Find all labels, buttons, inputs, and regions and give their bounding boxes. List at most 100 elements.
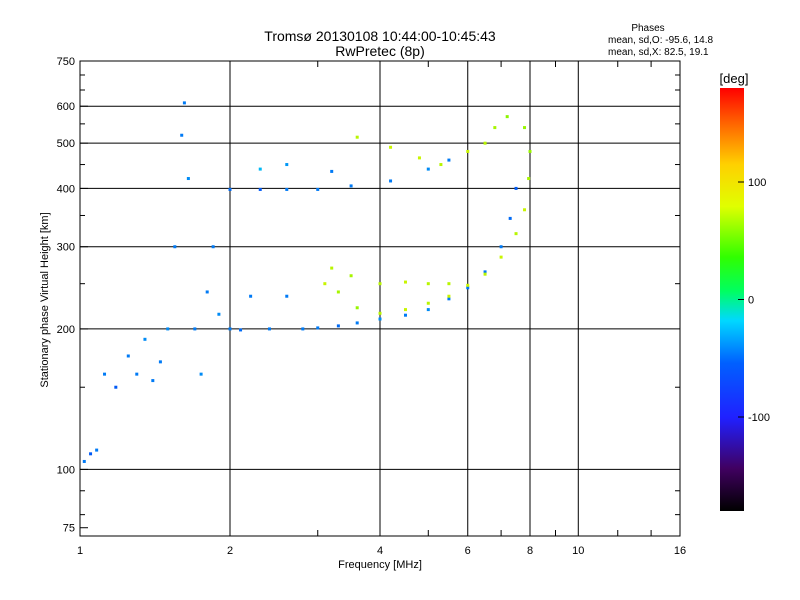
data-point [258,167,262,171]
data-point [285,187,289,191]
data-point [355,306,359,310]
data-point [505,115,509,119]
data-point [186,177,190,181]
chart-subtitle: RwPretec (8p) [335,43,424,59]
data-point [447,297,451,301]
data-point [336,324,340,328]
data-point [426,308,430,312]
colorbar-ticks: 100 0 -100 [738,177,770,424]
phases-x-line: mean, sd,X: 82.5, 19.1 [608,47,709,58]
colorbar-tick-label: -100 [748,412,770,424]
x-axis-label: Frequency [MHz] [338,559,422,571]
data-point [301,327,305,331]
data-point [403,280,407,284]
data-point [508,216,512,220]
data-point [316,326,320,330]
data-point [228,327,232,331]
data-point [527,177,531,181]
data-point [355,321,359,325]
data-point [173,245,177,249]
data-point [466,286,470,290]
data-point [523,126,527,130]
data-point [211,245,215,249]
data-point [89,452,93,456]
plot-area: 1 2 4 6 8 10 16 75 100 200 300 400 500 600 750 [57,56,686,557]
data-point [285,163,289,167]
data-point [126,354,130,358]
data-point [426,301,430,305]
data-point [389,179,393,183]
data-point [426,282,430,286]
data-point [82,459,86,463]
data-point [466,149,470,153]
colorbar-tick-label: 100 [748,177,766,189]
data-point [523,208,527,212]
phases-header: Phases [631,23,664,34]
data-point [285,294,289,298]
x-tick-label: 16 [674,545,686,557]
data-point [447,158,451,162]
data-point [499,255,503,259]
data-point [447,294,451,298]
data-point [330,266,334,270]
x-tick-label: 4 [377,545,383,557]
y-tick-label: 300 [57,242,75,254]
data-point [228,187,232,191]
data-point [267,327,271,331]
data-point [166,327,170,331]
data-point [316,187,320,191]
data-point [349,184,353,188]
data-point [378,317,382,321]
data-point [158,360,162,364]
y-tick-label: 200 [57,324,75,336]
data-point [403,308,407,312]
data-point [378,311,382,315]
data-point [514,232,518,236]
data-point [135,372,139,376]
data-point [205,290,209,294]
x-tick-label: 6 [465,545,471,557]
data-point [355,135,359,139]
y-tick-label: 600 [57,101,75,113]
data-point [336,290,340,294]
data-points [82,101,532,463]
data-point [528,149,532,153]
data-point [483,141,487,145]
tick-marks [80,60,680,536]
data-point [389,145,393,149]
data-point [258,187,262,191]
colorbar-label: [deg] [720,71,749,86]
data-point [493,126,497,130]
y-tick-label: 750 [57,56,75,68]
data-point [180,133,184,137]
data-point [349,274,353,278]
y-tick-label: 100 [57,464,75,476]
x-tick-label: 8 [527,545,533,557]
grid-lines [80,61,680,536]
data-point [151,379,155,383]
x-tick-labels: 1 2 4 6 8 10 16 [77,545,686,557]
data-point [439,163,443,167]
x-tick-label: 2 [227,545,233,557]
data-point [403,313,407,317]
data-point [514,186,518,190]
data-point [447,282,451,286]
chart-title: Tromsø 20130108 10:44:00-10:45:43 [264,28,496,44]
data-point [499,245,503,249]
data-point [483,270,487,274]
y-tick-label: 500 [57,138,75,150]
data-point [143,337,147,341]
data-point [466,283,470,287]
phases-o-line: mean, sd,O: -95.6, 14.8 [608,35,713,46]
data-point [95,448,99,452]
data-point [330,169,334,173]
colorbar-tick-label: 0 [748,295,754,307]
colorbar: [deg] 100 0 -100 [720,71,770,511]
data-point [103,372,107,376]
data-point [378,282,382,286]
data-point [182,101,186,105]
data-point [249,294,253,298]
data-point [199,372,203,376]
data-point [483,272,487,276]
